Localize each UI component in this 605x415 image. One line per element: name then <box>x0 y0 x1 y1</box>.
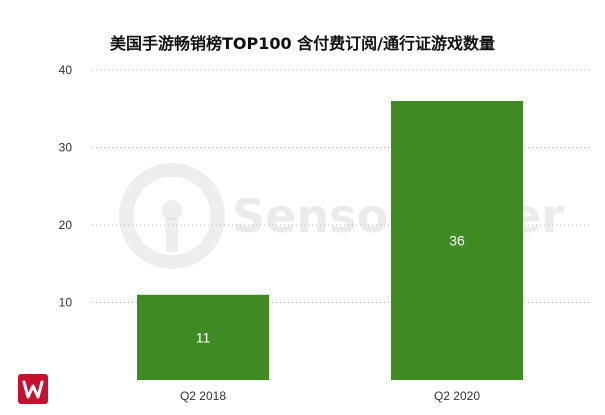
watermark-logo-icon <box>119 163 225 269</box>
chart-title: 美国手游畅销榜TOP100 含付费订阅/通行证游戏数量 <box>109 34 496 53</box>
y-tick-label: 20 <box>59 218 73 232</box>
x-tick-label: Q2 2020 <box>434 389 480 403</box>
bar-value-label: 11 <box>196 329 211 345</box>
y-tick-label: 40 <box>59 63 73 77</box>
watermark-logo-stem-icon <box>166 218 178 252</box>
x-tick-label: Q2 2018 <box>180 389 226 403</box>
watermark-logo-dot-icon <box>162 200 182 220</box>
bar-value-label: 36 <box>449 233 465 249</box>
bar <box>391 101 523 380</box>
y-tick-label: 30 <box>59 141 73 155</box>
bars <box>137 101 523 380</box>
logo-icon <box>18 374 48 404</box>
bar <box>137 294 269 380</box>
x-tick-labels: Q2 2018 Q2 2020 <box>180 389 480 403</box>
y-tick-label: 10 <box>59 296 73 310</box>
y-tick-labels: 10 20 30 40 <box>59 63 73 310</box>
data-labels: 11 36 <box>196 233 465 346</box>
